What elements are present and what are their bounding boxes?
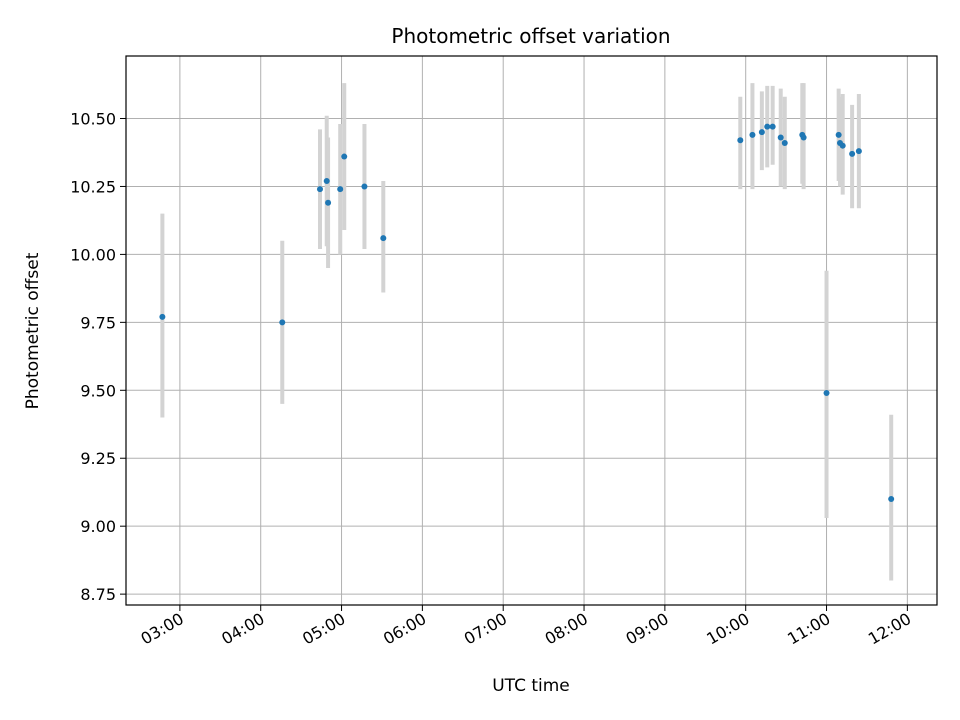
data-point: [279, 319, 286, 326]
grid: [126, 56, 937, 605]
data-point: [337, 186, 344, 193]
data-point: [380, 235, 387, 242]
data-point: [325, 199, 332, 206]
data-point: [749, 131, 756, 138]
y-tick-label: 9.75: [80, 313, 116, 332]
data-point: [341, 153, 348, 160]
y-tick-label: 8.75: [80, 585, 116, 604]
x-axis-label: UTC time: [492, 676, 570, 696]
data-point: [316, 186, 323, 193]
data-point: [361, 183, 368, 190]
data-point: [800, 134, 807, 141]
y-tick-label: 9.25: [80, 449, 116, 468]
data-point: [849, 150, 856, 157]
data-point: [159, 313, 166, 320]
y-tick-label: 10.25: [70, 177, 116, 196]
y-tick-label: 10.00: [70, 245, 116, 264]
data-point: [781, 139, 788, 146]
y-tick-label: 10.50: [70, 110, 116, 129]
data-point: [758, 129, 765, 136]
y-tick-label: 9.00: [80, 517, 116, 536]
data-point: [823, 390, 830, 397]
data-point: [855, 148, 862, 155]
data-point: [769, 123, 776, 130]
data-point: [835, 131, 842, 138]
data-point: [764, 123, 771, 130]
y-axis-label: Photometric offset: [23, 252, 43, 409]
data-point: [737, 137, 744, 144]
data-point: [777, 134, 784, 141]
data-point: [839, 142, 846, 149]
data-point: [888, 496, 895, 503]
data-point: [323, 178, 330, 185]
plot-area-frame: [125, 55, 938, 606]
y-tick-label: 9.50: [80, 381, 116, 400]
data-points: [159, 123, 895, 503]
chart-title: Photometric offset variation: [391, 24, 670, 48]
